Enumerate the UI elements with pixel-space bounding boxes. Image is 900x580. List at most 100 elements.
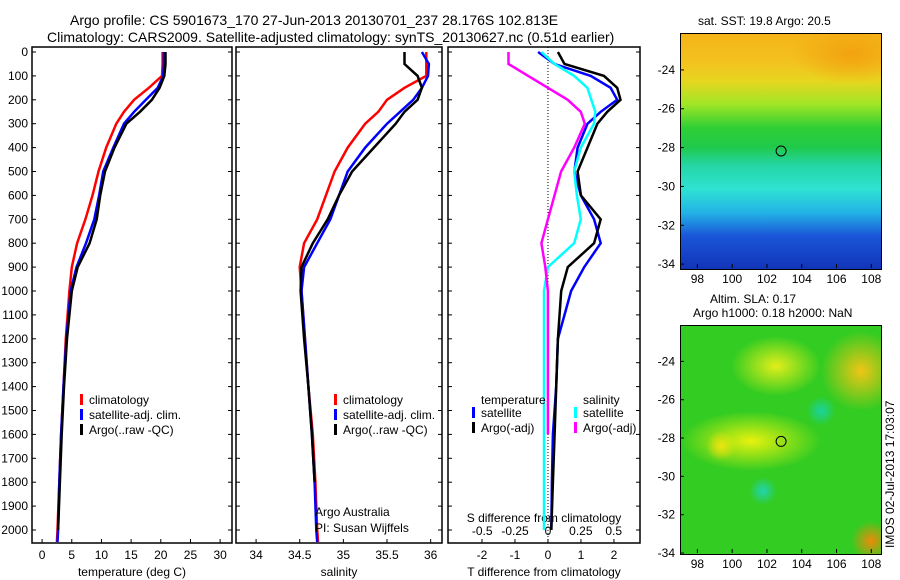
y-tick-label: 300 — [8, 117, 28, 131]
map-y-tick-label: -26 — [658, 102, 676, 116]
s-tick-label: -0.25 — [501, 524, 529, 538]
x-tick-label: 0 — [545, 548, 552, 562]
series-line-argo---raw--qc- — [56, 52, 167, 531]
y-tick-label: 1400 — [1, 380, 28, 394]
legend-swatch — [80, 394, 83, 405]
legend-header-temperature: temperature — [481, 393, 546, 407]
x-tick-label: 1 — [578, 548, 585, 562]
legend-swatch — [574, 422, 577, 433]
y-tick-label: 1900 — [1, 499, 28, 513]
sst-map — [680, 33, 882, 270]
x-tick-label: 2 — [611, 548, 618, 562]
legend-swatch — [334, 394, 337, 405]
legend-swatch — [80, 409, 83, 420]
series-line-climatology — [298, 52, 428, 543]
map-y-tick-label: -30 — [658, 179, 676, 193]
map-y-tick-label: -32 — [658, 218, 676, 232]
annotation-argo-australia: Argo Australia — [315, 505, 390, 519]
series-line-satellite-adj--clim- — [56, 52, 166, 543]
x-axis-label: salinity — [321, 565, 358, 579]
map-x-tick-label: 106 — [827, 272, 847, 286]
panel-frame — [235, 46, 443, 544]
x-axis-label: temperature (deg C) — [78, 565, 186, 579]
annotation-pi: PI: Susan Wijffels — [315, 521, 409, 535]
x-tick-label: 36 — [424, 548, 438, 562]
x-tick-label: 35 — [337, 548, 351, 562]
argo-location-marker — [775, 435, 787, 447]
map-x-tick-label: 104 — [792, 272, 812, 286]
series-line-satellite — [540, 51, 597, 530]
s-tick-label: 0 — [545, 524, 552, 538]
legend-label: satellite — [583, 406, 624, 420]
y-tick-label: 1600 — [1, 427, 28, 441]
legend-label: satellite-adj. clim. — [343, 408, 435, 422]
y-tick-label: 600 — [8, 188, 28, 202]
map-y-tick-label: -34 — [658, 257, 676, 271]
legend-label: satellite-adj. clim. — [89, 408, 181, 422]
x-tick-label: 20 — [154, 548, 168, 562]
y-tick-label: 1200 — [1, 332, 28, 346]
map-x-tick-label: 100 — [722, 557, 742, 571]
x-tick-label: 34.5 — [288, 548, 312, 562]
sla-map-title-1: Altim. SLA: 0.17 — [710, 292, 797, 306]
sst-map-title: sat. SST: 19.8 Argo: 20.5 — [698, 14, 831, 28]
legend-swatch — [334, 409, 337, 420]
legend-swatch — [80, 424, 83, 435]
map-x-tick-label: 108 — [861, 272, 881, 286]
y-tick-label: 2000 — [1, 523, 28, 537]
y-tick-label: 700 — [8, 212, 28, 226]
sla-map-title-2: Argo h1000: 0.18 h2000: NaN — [693, 306, 853, 320]
legend-swatch — [472, 422, 475, 433]
map-y-tick-label: -24 — [658, 354, 676, 368]
map-y-tick-label: -28 — [658, 141, 676, 155]
legend-label: satellite — [481, 406, 522, 420]
x-tick-label: 15 — [124, 548, 138, 562]
map-x-tick-label: 102 — [757, 557, 777, 571]
map-x-tick-label: 102 — [757, 272, 777, 286]
legend-label: Argo(..raw -QC) — [89, 423, 174, 437]
legend-swatch — [334, 424, 337, 435]
s-tick-label: -0.5 — [472, 524, 493, 538]
y-tick-label: 1700 — [1, 451, 28, 465]
legend-swatch — [574, 407, 577, 418]
legend-swatch — [472, 407, 475, 418]
map-y-tick-label: -32 — [658, 508, 676, 522]
y-tick-label: 1000 — [1, 284, 28, 298]
series-line-argo--adj- — [507, 52, 587, 435]
series-line-climatology — [55, 52, 164, 543]
title-line-2: Climatology: CARS2009. Satellite-adjuste… — [47, 29, 615, 45]
x-tick-label: 34 — [249, 548, 263, 562]
y-tick-label: 1300 — [1, 356, 28, 370]
map-x-tick-label: 106 — [827, 557, 847, 571]
y-tick-label: 500 — [8, 165, 28, 179]
map-x-tick-label: 98 — [691, 272, 705, 286]
series-line-argo--adj- — [550, 51, 622, 531]
title-line-1: Argo profile: CS 5901673_170 27-Jun-2013… — [70, 12, 559, 28]
x-tick-label: -2 — [477, 548, 488, 562]
y-tick-label: 200 — [8, 93, 28, 107]
map-y-tick-label: -26 — [658, 393, 676, 407]
map-y-tick-label: -28 — [658, 431, 676, 445]
x-tick-label: 10 — [95, 548, 109, 562]
legend-label: Argo(-adj) — [583, 421, 636, 435]
y-tick-label: 800 — [8, 236, 28, 250]
map-y-tick-label: -24 — [658, 63, 676, 77]
y-tick-label: 0 — [21, 45, 28, 59]
x-tick-label: -1 — [510, 548, 521, 562]
legend-label: climatology — [343, 393, 403, 407]
y-tick-label: 1800 — [1, 475, 28, 489]
x-tick-label: 35.5 — [375, 548, 399, 562]
x-tick-label: 0 — [39, 548, 46, 562]
legend-header-salinity: salinity — [583, 393, 620, 407]
y-tick-label: 900 — [8, 260, 28, 274]
x-axis-label: T difference from climatology — [467, 565, 621, 579]
map-x-tick-label: 104 — [792, 557, 812, 571]
x-tick-label: 30 — [213, 548, 227, 562]
series-line-satellite — [537, 50, 619, 531]
y-tick-label: 400 — [8, 141, 28, 155]
y-tick-label: 1100 — [2, 308, 28, 322]
sla-map — [680, 325, 882, 555]
series-line-argo---raw--qc- — [299, 52, 424, 483]
map-y-tick-label: -30 — [658, 469, 676, 483]
